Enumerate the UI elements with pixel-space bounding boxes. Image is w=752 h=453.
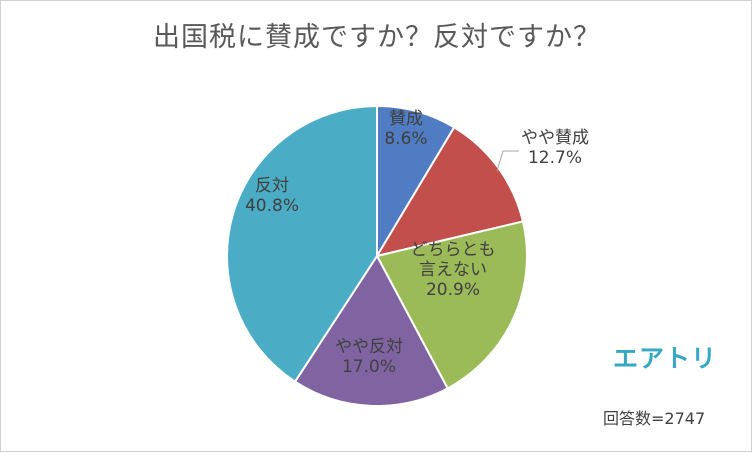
brand-logo: エアトリ <box>613 344 718 373</box>
slice-label-4: やや反対 17.0% <box>335 337 403 377</box>
slice-label-1: 賛成 8.6% <box>384 109 427 149</box>
pie-slice-4 <box>293 254 449 407</box>
slice-label-5: 反対 40.8% <box>245 176 299 216</box>
slice-label-3: どちらとも言えない 20.9% <box>411 240 496 300</box>
pie-slice-3 <box>375 220 528 390</box>
chart-title: 出国税に賛成ですか？反対ですか？ <box>153 22 601 53</box>
leader-line-2 <box>496 150 519 172</box>
slice-label-2: やや賛成 12.7% <box>521 128 589 168</box>
pie-slice-5 <box>226 104 378 384</box>
response-count: 回答数=2747 <box>603 409 706 428</box>
